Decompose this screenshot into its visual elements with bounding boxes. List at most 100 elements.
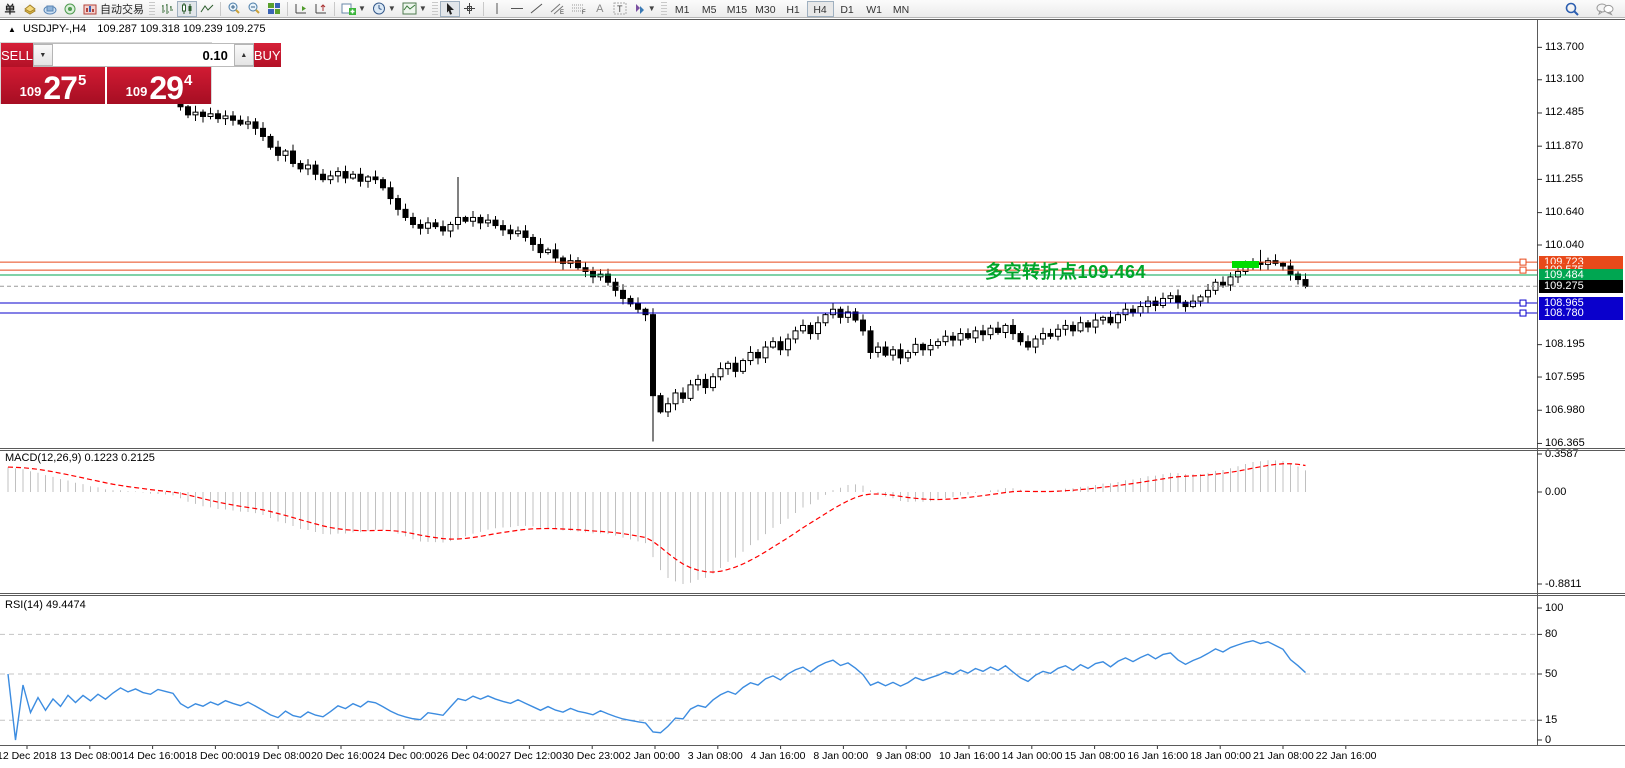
crosshair-tool[interactable] [460,1,480,17]
timeframe-M15[interactable]: M15 [726,3,748,16]
buy-price-pip: 4 [183,72,193,89]
time-axis-label: 8 Jan 00:00 [813,750,869,762]
timeframe-H1[interactable]: H1 [786,3,800,16]
trendline-tool[interactable] [527,1,547,17]
svg-text:F: F [582,10,586,15]
time-axis-label: 24 Dec 00:00 [373,750,437,762]
time-axis-label: 27 Dec 12:00 [499,750,562,762]
time-axis-label: 15 Jan 08:00 [1064,750,1126,762]
sell-price-display[interactable]: 109 27 5 [1,67,105,104]
sell-button[interactable]: SELL [1,43,33,67]
toolbar-drag-handle[interactable] [431,1,438,16]
timeframe-M30[interactable]: M30 [755,3,776,16]
pivot-annotation[interactable]: 多空转折点109.464 [985,262,1147,282]
volume-input[interactable] [52,44,234,66]
time-axis-label: 30 Dec 23:00 [562,750,625,762]
volume-decrease-button[interactable]: ▼ [32,44,53,66]
price-axis-label: 113.100 [1545,73,1584,86]
tile-windows-icon[interactable] [264,1,284,17]
autotrading-button[interactable]: 自动交易 [80,1,147,17]
periods-button[interactable]: ▼ [369,1,399,17]
indicators-button[interactable]: ▼ [338,1,369,17]
chat-icon[interactable] [1593,1,1617,17]
zoom-out-icon[interactable] [244,1,264,17]
zoom-in-icon[interactable] [224,1,244,17]
svg-text:T: T [617,4,623,14]
fibonacci-tool[interactable]: F [568,1,590,17]
price-tag: 108.780 [1539,306,1623,320]
macd-label: MACD(12,26,9) 0.1223 0.2125 [5,452,155,464]
candlestick-chart-icon[interactable] [177,0,197,17]
time-axis-label: 18 Dec 00:00 [185,750,248,762]
autotrading-icon [83,4,97,14]
macd-scale-label: 0.3587 [1545,447,1579,460]
buy-price-main: 29 [149,70,184,106]
periods-dropdown-arrow: ▼ [387,4,396,13]
auto-scroll-icon[interactable] [291,1,311,17]
volume-increase-button[interactable]: ▲ [233,44,254,66]
price-axis-label: 106.980 [1545,403,1585,416]
timeframe-M1[interactable]: M1 [674,3,690,16]
time-axis-label: 22 Jan 16:00 [1315,750,1377,762]
price-axis-label: 110.640 [1545,206,1584,219]
buy-button[interactable]: BUY [253,43,281,67]
sell-price-base: 109 [19,84,42,99]
timeframe-H4[interactable]: H4 [806,0,834,17]
chart-shift-icon[interactable] [311,1,331,17]
macd-scale-label: -0.8811 [1545,577,1582,590]
macd-scale-label: 0.00 [1545,485,1567,498]
time-axis-label: 2 Jan 00:00 [625,750,680,762]
timeframe-MN[interactable]: MN [892,3,910,16]
vertical-line-tool[interactable] [487,1,507,17]
price-axis-label: 106.365 [1545,436,1585,449]
rsi-scale-label: 100 [1545,601,1564,614]
price-tag: 109.484 [1539,268,1623,282]
one-click-trading-panel: SELL ▼ ▲ BUY 109 27 5 109 29 4 [0,42,281,104]
market-watch-icon[interactable] [20,1,40,17]
search-icon[interactable] [1562,1,1583,17]
line-chart-icon[interactable] [197,1,217,17]
timeframe-M5[interactable]: M5 [701,3,717,16]
cursor-tool[interactable] [439,0,460,17]
toolbar: 单 自动交易 [0,0,1625,18]
svg-text:E: E [560,10,564,15]
arrows-tool[interactable]: ▼ [630,1,659,17]
text-tool[interactable]: A [596,2,604,15]
indicators-dropdown-arrow: ▼ [358,4,366,13]
equidistant-channel-tool[interactable]: E [547,1,568,17]
ohlc-values: 109.287 109.318 109.239 109.275 [97,23,266,35]
autotrading-label: 自动交易 [100,3,144,16]
sell-price-main: 27 [43,70,78,106]
time-axis-label: 13 Dec 08:00 [59,750,123,762]
price-tag: 108.965 [1539,296,1623,310]
templates-button[interactable]: ▼ [399,1,430,17]
rsi-label: RSI(14) 49.4474 [5,599,86,611]
templates-dropdown-arrow: ▼ [418,4,427,13]
rsi-scale-label: 80 [1545,627,1558,640]
timeframe-D1[interactable]: D1 [840,3,854,16]
buy-price-display[interactable]: 109 29 4 [107,67,211,104]
rsi-scale-label: 50 [1545,667,1558,680]
sell-price-pip: 5 [77,72,87,89]
new-order-button[interactable]: 单 [4,3,16,16]
buy-price-base: 109 [125,84,148,99]
navigator-icon[interactable] [60,1,80,17]
price-axis-label: 111.255 [1545,172,1584,185]
toolbar-drag-handle[interactable] [149,1,155,16]
text-label-tool[interactable]: T [610,1,630,17]
data-window-icon[interactable] [40,1,60,17]
bar-chart-icon[interactable] [157,1,177,17]
price-axis-label: 108.195 [1545,338,1585,351]
timeframe-W1[interactable]: W1 [866,3,882,16]
price-axis-label: 111.870 [1545,139,1584,152]
arrows-dropdown-arrow: ▼ [647,4,656,13]
price-axis-label: 110.040 [1545,238,1584,251]
toolbar-drag-handle[interactable] [660,1,667,16]
time-axis-label: 14 Dec 16:00 [122,750,186,762]
horizontal-line-tool[interactable] [507,1,527,17]
time-axis-label: 10 Jan 16:00 [939,750,1000,762]
collapse-arrow-icon[interactable]: ▲ [8,25,16,34]
time-axis-label: 19 Dec 08:00 [248,750,311,762]
